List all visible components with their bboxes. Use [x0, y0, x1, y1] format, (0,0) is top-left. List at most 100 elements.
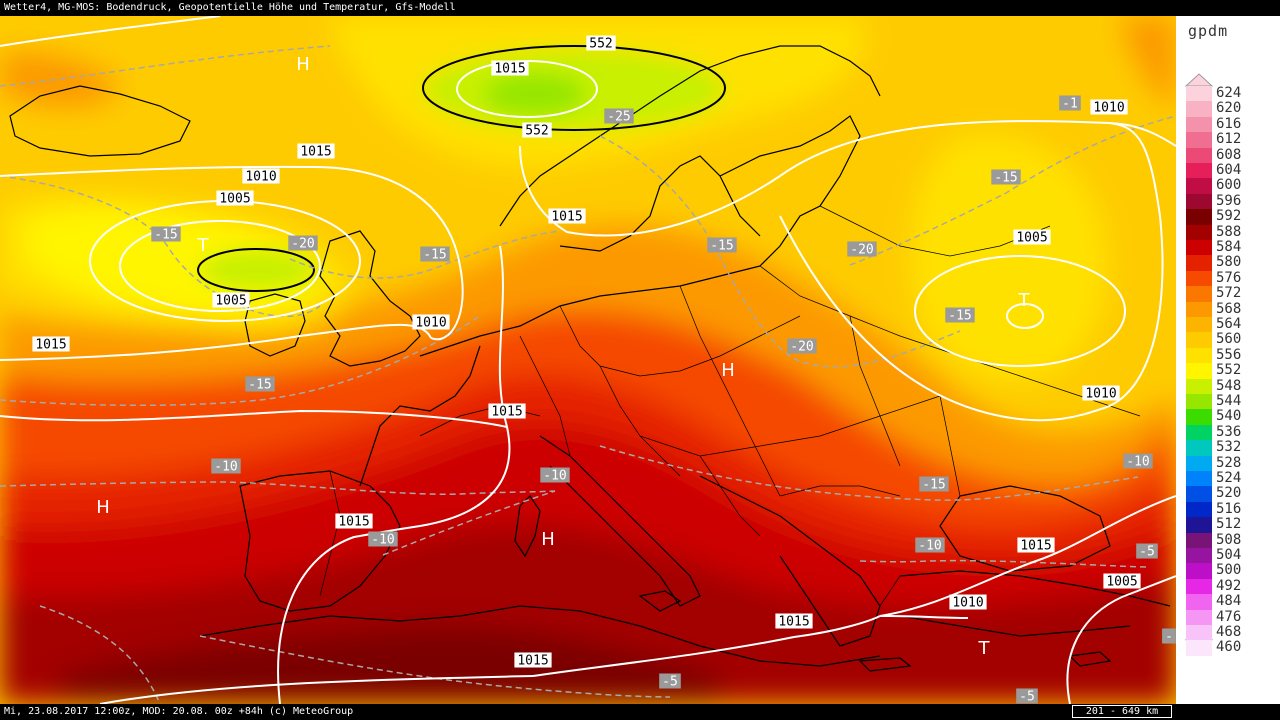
legend-swatch — [1186, 471, 1212, 487]
temperature-label: -10 — [1123, 453, 1153, 470]
svg-text:-10: -10 — [214, 460, 237, 475]
temperature-isotherms — [0, 45, 1176, 704]
legend-label: 620 — [1216, 100, 1242, 117]
legend-swatch — [1186, 332, 1212, 348]
legend-label: 544 — [1216, 393, 1242, 409]
pressure-label: 1005 — [1013, 229, 1051, 246]
legend-label: 512 — [1216, 516, 1242, 533]
svg-text:-15: -15 — [154, 228, 177, 243]
legend-level: 604 — [1186, 163, 1276, 179]
legend-level: 516 — [1186, 501, 1276, 518]
legend-label: 528 — [1216, 454, 1242, 471]
legend-label: 504 — [1216, 547, 1242, 563]
svg-text:1015: 1015 — [338, 515, 369, 530]
legend-level: 608 — [1186, 146, 1276, 163]
legend-swatch — [1186, 193, 1212, 210]
geopotential-field — [0, 16, 1176, 704]
legend-label: 568 — [1216, 300, 1242, 317]
legend-level: 552 — [1186, 363, 1276, 379]
legend-level: 504 — [1186, 547, 1276, 564]
legend-swatch — [1186, 578, 1212, 595]
svg-text:1005: 1005 — [1016, 231, 1047, 246]
legend-label: 536 — [1216, 423, 1242, 440]
temperature-label: -5 — [1136, 543, 1158, 560]
pressure-label: 1015 — [514, 652, 552, 669]
legend-swatch — [1186, 517, 1212, 533]
legend-level: 528 — [1186, 454, 1276, 471]
pressure-label: 1010 — [1082, 385, 1120, 402]
temperature-label: -20 — [847, 241, 877, 258]
legend-label: 500 — [1216, 562, 1242, 579]
legend-swatch — [1186, 501, 1212, 518]
legend-level: 572 — [1186, 286, 1276, 302]
legend-label: 508 — [1216, 531, 1242, 548]
legend-level: 592 — [1186, 208, 1276, 225]
temperature-labels: -25-15-20-15-15 -20-15-1-15-20-15-10-10-1… — [151, 95, 1176, 704]
temperature-label: -10 — [540, 467, 570, 484]
legend-swatch — [1186, 132, 1212, 148]
legend-level: 524 — [1186, 471, 1276, 487]
temperature-label: - — [1162, 628, 1176, 645]
legend-level: 532 — [1186, 440, 1276, 456]
legend-swatch — [1186, 270, 1212, 287]
legend-label: 600 — [1216, 177, 1242, 194]
legend-label: 564 — [1216, 316, 1242, 332]
legend-swatch — [1186, 394, 1212, 410]
pressure-label: 1005 — [1103, 573, 1141, 590]
svg-text:-15: -15 — [922, 478, 945, 493]
legend-swatch — [1186, 209, 1212, 225]
legend-swatch — [1186, 486, 1212, 502]
low-pressure-center: T — [1018, 290, 1031, 311]
legend-swatch — [1186, 116, 1212, 133]
pressure-label: 1005 — [216, 190, 254, 207]
legend-swatch — [1186, 409, 1212, 425]
legend-label: 612 — [1216, 131, 1242, 148]
legend-swatch — [1186, 424, 1212, 441]
pressure-label: 1015 — [775, 613, 813, 630]
legend-label: 592 — [1216, 208, 1242, 225]
svg-text:-: - — [1165, 630, 1173, 645]
legend-level: 580 — [1186, 254, 1276, 271]
legend-unit: gpdm — [1188, 22, 1229, 40]
temperature-label: -15 — [420, 246, 450, 263]
legend-swatch — [1186, 163, 1212, 179]
legend-label: 492 — [1216, 577, 1242, 594]
footer-info: Mi, 23.08.2017 12:00z, MOD: 20.08. 00z +… — [0, 704, 1280, 720]
height-labels: 552 552 — [522, 35, 616, 139]
pressure-label: 1010 — [1090, 99, 1128, 116]
legend-label: 576 — [1216, 269, 1242, 286]
svg-text:1015: 1015 — [551, 210, 582, 225]
svg-text:1015: 1015 — [778, 615, 809, 630]
svg-text:-15: -15 — [248, 378, 271, 393]
svg-text:1010: 1010 — [1085, 387, 1116, 402]
legend-swatch — [1186, 347, 1212, 364]
svg-text:-15: -15 — [994, 171, 1017, 186]
pressure-isobars — [0, 16, 1176, 704]
svg-text:-5: -5 — [1139, 545, 1155, 560]
svg-text:-1: -1 — [1062, 97, 1078, 112]
temperature-label: -20 — [787, 338, 817, 355]
temperature-label: -5 — [659, 673, 681, 690]
temperature-label: -10 — [915, 537, 945, 554]
high-pressure-center: H — [96, 497, 110, 518]
svg-text:-25: -25 — [607, 110, 630, 125]
weather-map: 1015 1015 1010 1005 1005 1015 1010 1015 1015 1015… — [0, 16, 1176, 704]
legend-label: 476 — [1216, 608, 1242, 625]
temperature-label: -1 — [1059, 95, 1081, 112]
legend-level: 548 — [1186, 378, 1276, 394]
height-label: 552 — [586, 35, 616, 52]
legend-level: 616 — [1186, 116, 1276, 133]
legend-level: 484 — [1186, 594, 1276, 610]
legend-label: 584 — [1216, 239, 1242, 255]
pressure-label: 1010 — [949, 594, 987, 611]
height-label: 552 — [522, 122, 552, 139]
legend-label: 608 — [1216, 146, 1242, 163]
pressure-label: 1005 — [212, 292, 250, 309]
svg-text:1015: 1015 — [494, 62, 525, 77]
low-pressure-center: T — [197, 235, 210, 256]
svg-text:1005: 1005 — [219, 192, 250, 207]
svg-text:1010: 1010 — [1093, 101, 1124, 116]
pressure-label: 1015 — [297, 143, 335, 160]
svg-text:1015: 1015 — [1020, 539, 1051, 554]
legend-label: 580 — [1216, 254, 1242, 271]
